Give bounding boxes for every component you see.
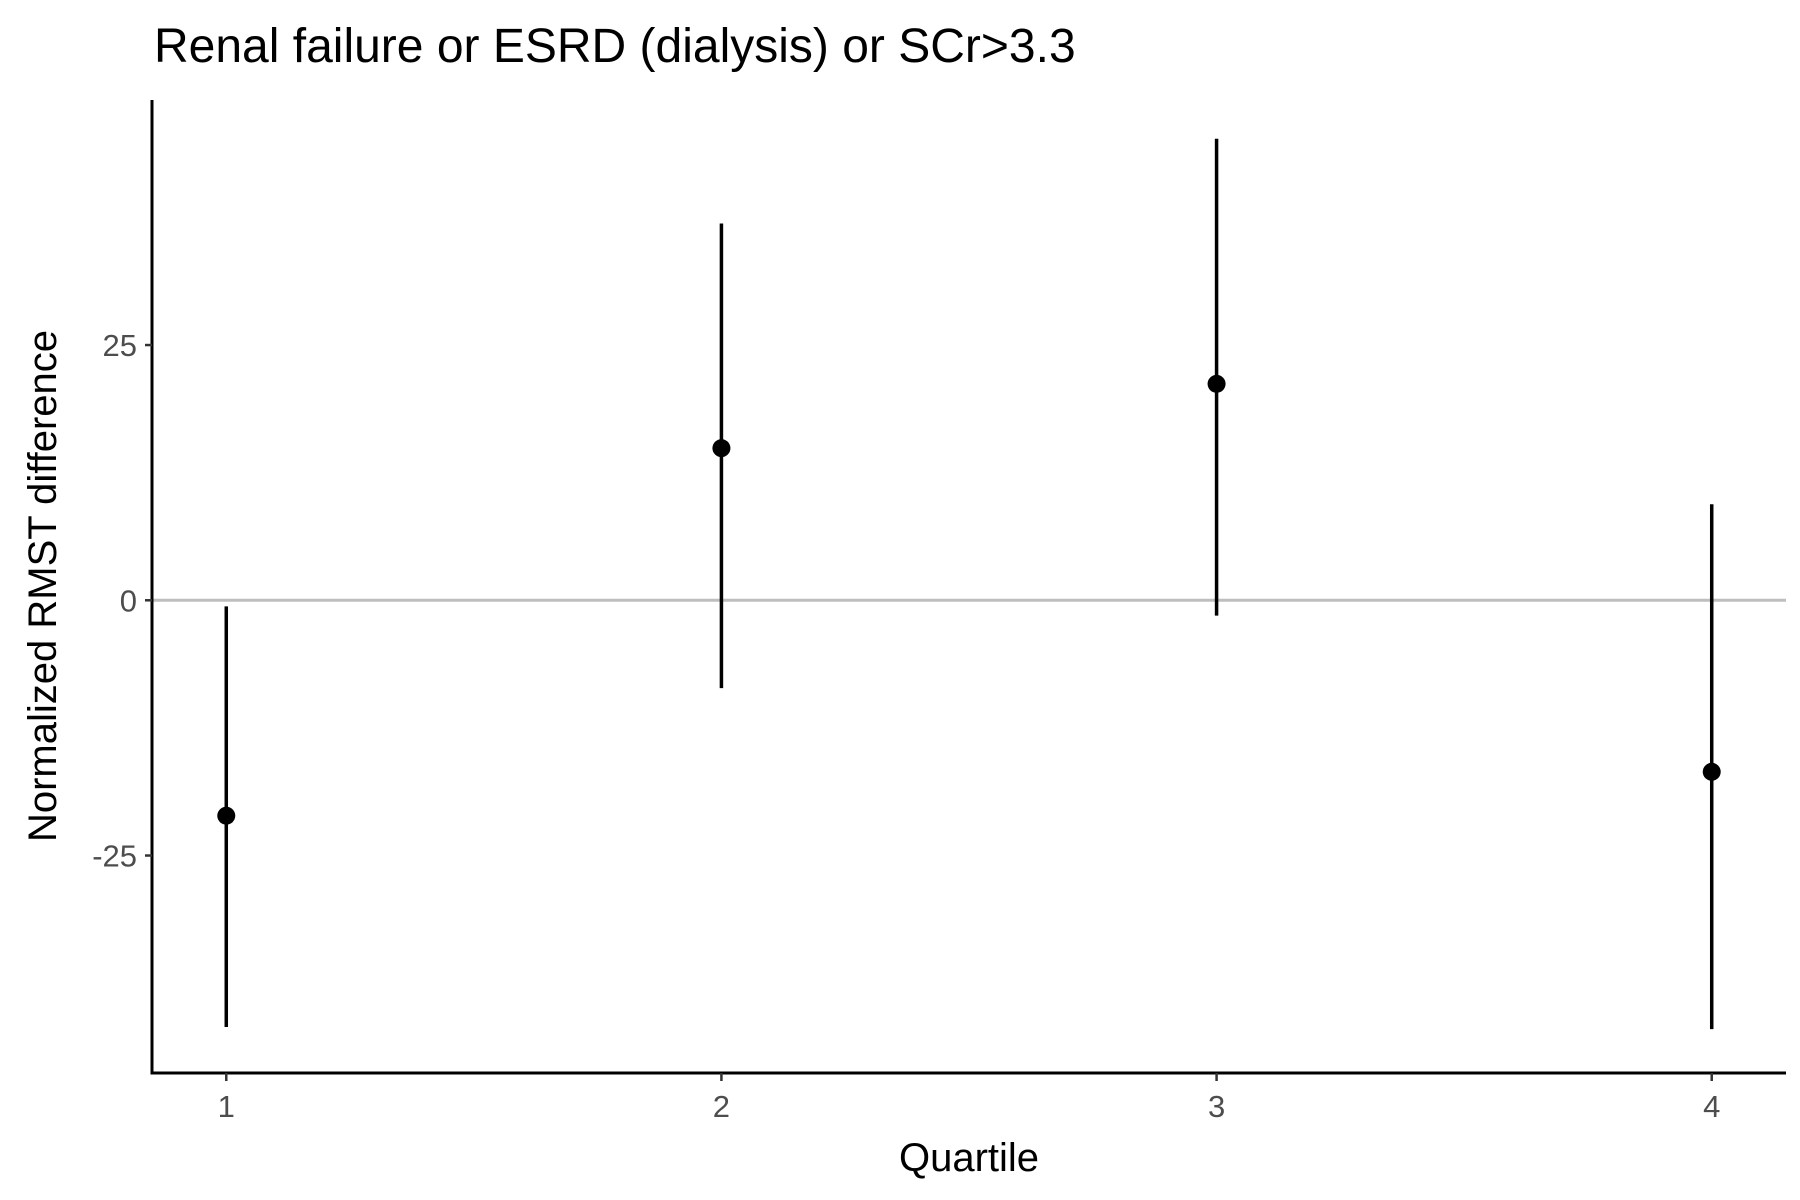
chart-title: Renal failure or ESRD (dialysis) or SCr>… (154, 20, 1076, 73)
x-tick-label: 1 (218, 1089, 235, 1124)
plot-area: -25 0 25 1 2 3 4 (92, 100, 1786, 1124)
data-series (217, 138, 1721, 1030)
x-axis-ticks: 1 2 3 4 (218, 1073, 1720, 1124)
x-tick-label: 2 (713, 1089, 730, 1124)
y-tick-label: -25 (92, 839, 137, 874)
y-tick-label: 25 (103, 328, 137, 363)
y-axis-ticks: -25 0 25 (92, 328, 152, 874)
point-estimate-q1 (217, 806, 236, 825)
x-axis-label: Quartile (899, 1136, 1039, 1180)
y-tick-label: 0 (120, 583, 137, 618)
point-estimate-q3 (1207, 374, 1226, 393)
point-estimate-q4 (1702, 762, 1721, 781)
x-tick-label: 4 (1703, 1089, 1720, 1124)
y-axis-label: Normalized RMST difference (21, 330, 65, 842)
point-estimate-q2 (712, 439, 731, 458)
x-tick-label: 3 (1208, 1089, 1225, 1124)
